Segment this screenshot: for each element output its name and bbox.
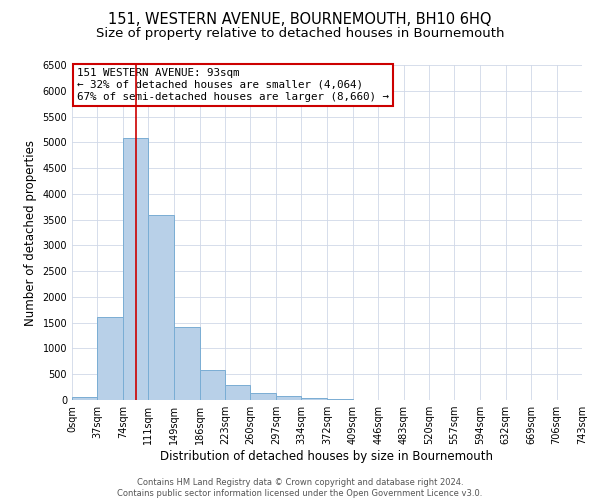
Bar	[200, 370, 225, 400]
Text: 151 WESTERN AVENUE: 93sqm
← 32% of detached houses are smaller (4,064)
67% of se: 151 WESTERN AVENUE: 93sqm ← 32% of detac…	[77, 68, 389, 102]
Bar	[225, 384, 250, 400]
Bar	[328, 399, 353, 400]
Text: Size of property relative to detached houses in Bournemouth: Size of property relative to detached ho…	[96, 28, 504, 40]
Text: Contains HM Land Registry data © Crown copyright and database right 2024.
Contai: Contains HM Land Registry data © Crown c…	[118, 478, 482, 498]
Bar	[276, 396, 301, 400]
Bar	[148, 216, 174, 400]
Y-axis label: Number of detached properties: Number of detached properties	[24, 140, 37, 326]
Bar	[174, 327, 200, 400]
Bar	[301, 398, 328, 400]
X-axis label: Distribution of detached houses by size in Bournemouth: Distribution of detached houses by size …	[161, 450, 493, 463]
Bar	[97, 316, 123, 400]
Bar	[123, 138, 148, 400]
Bar	[250, 392, 276, 400]
Bar	[72, 398, 97, 400]
Text: 151, WESTERN AVENUE, BOURNEMOUTH, BH10 6HQ: 151, WESTERN AVENUE, BOURNEMOUTH, BH10 6…	[108, 12, 492, 28]
